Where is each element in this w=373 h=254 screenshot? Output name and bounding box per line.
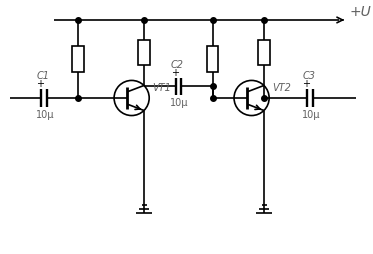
Text: C2: C2 <box>171 59 184 69</box>
Text: +: + <box>36 79 44 89</box>
Text: C1: C1 <box>37 71 49 81</box>
Bar <box>138 41 150 66</box>
Bar <box>207 47 219 72</box>
Text: +: + <box>302 79 310 89</box>
Text: +U: +U <box>349 5 371 19</box>
Bar <box>72 47 84 72</box>
Text: 10μ: 10μ <box>35 109 54 119</box>
Text: VT1: VT1 <box>152 83 171 93</box>
Text: VT2: VT2 <box>272 83 291 93</box>
Text: C3: C3 <box>303 71 316 81</box>
Bar <box>258 41 270 66</box>
Text: 10μ: 10μ <box>170 98 189 108</box>
Text: 10μ: 10μ <box>302 109 320 119</box>
Text: +: + <box>170 67 179 77</box>
